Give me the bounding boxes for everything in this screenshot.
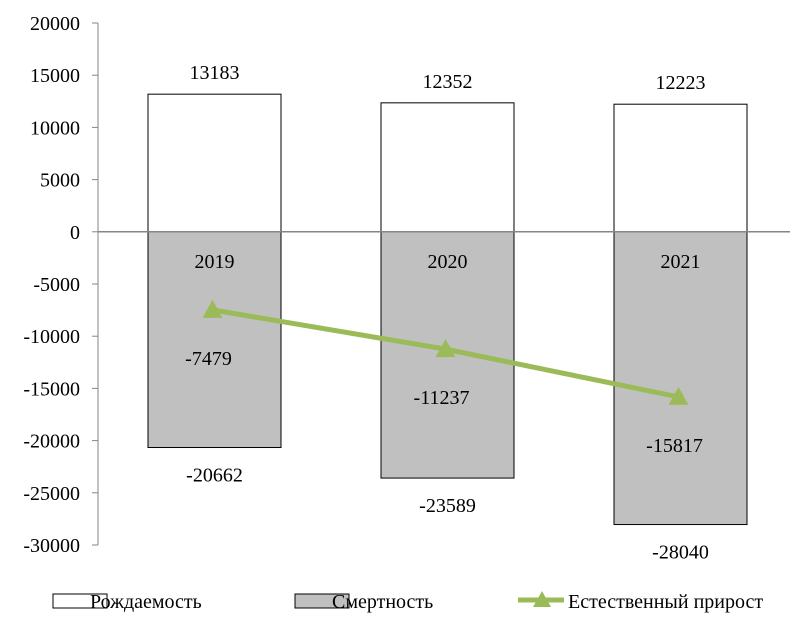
bar-deaths	[613, 231, 748, 526]
data-label-natural-increase: -7479	[185, 348, 232, 370]
bar-births	[147, 93, 282, 233]
line-point-natural-increase	[202, 299, 223, 318]
y-axis: 20000 15000 10000 5000 0 -5000 -10000 -15000 -20…	[23, 13, 99, 557]
bar-births	[380, 102, 515, 233]
legend-swatch	[294, 593, 350, 609]
data-label-births: 12223	[656, 72, 706, 94]
data-label-births: 12352	[423, 71, 473, 93]
x-tick-label: 2019	[195, 251, 235, 273]
data-label-births: 13183	[190, 62, 240, 84]
line-point-natural-increase	[668, 386, 689, 405]
y-tick-label: -25000	[23, 483, 80, 505]
legend: Рождаемость Смертность Естественный прирос…	[52, 591, 763, 613]
y-tick-label: -30000	[23, 535, 80, 557]
line-point-natural-increase	[435, 339, 456, 358]
data-labels: 2019 2020 2021 13183 12352 12223 -20662 -23589 -…	[185, 62, 709, 563]
line-series	[202, 299, 689, 405]
legend-label: Смертность	[332, 591, 433, 613]
y-tick-label: 20000	[30, 13, 80, 35]
data-label-natural-increase: -11237	[414, 387, 470, 409]
bar-deaths	[147, 231, 282, 449]
x-tick-label: 2021	[661, 251, 701, 273]
y-tick-label: -20000	[23, 431, 80, 453]
data-label-deaths: -28040	[652, 542, 709, 564]
x-tick-label: 2020	[428, 251, 468, 273]
legend-label: Рождаемость	[90, 591, 202, 613]
y-tick-label: -15000	[23, 378, 80, 400]
bars	[147, 93, 748, 526]
bar-births	[613, 103, 748, 233]
data-label-natural-increase: -15817	[646, 435, 703, 457]
legend-swatch	[52, 593, 108, 609]
y-tick-label: 0	[70, 222, 80, 244]
y-tick-label: 10000	[30, 117, 80, 139]
data-label-deaths: -23589	[419, 495, 476, 517]
legend-swatch-marker	[533, 591, 551, 607]
y-tick-label: -10000	[23, 326, 80, 348]
data-label-deaths: -20662	[186, 465, 243, 487]
legend-label: Естественный прирост	[568, 591, 763, 613]
y-tick-label: 15000	[30, 65, 80, 87]
y-tick-label: 5000	[40, 170, 80, 192]
y-tick-label: -5000	[33, 274, 80, 296]
